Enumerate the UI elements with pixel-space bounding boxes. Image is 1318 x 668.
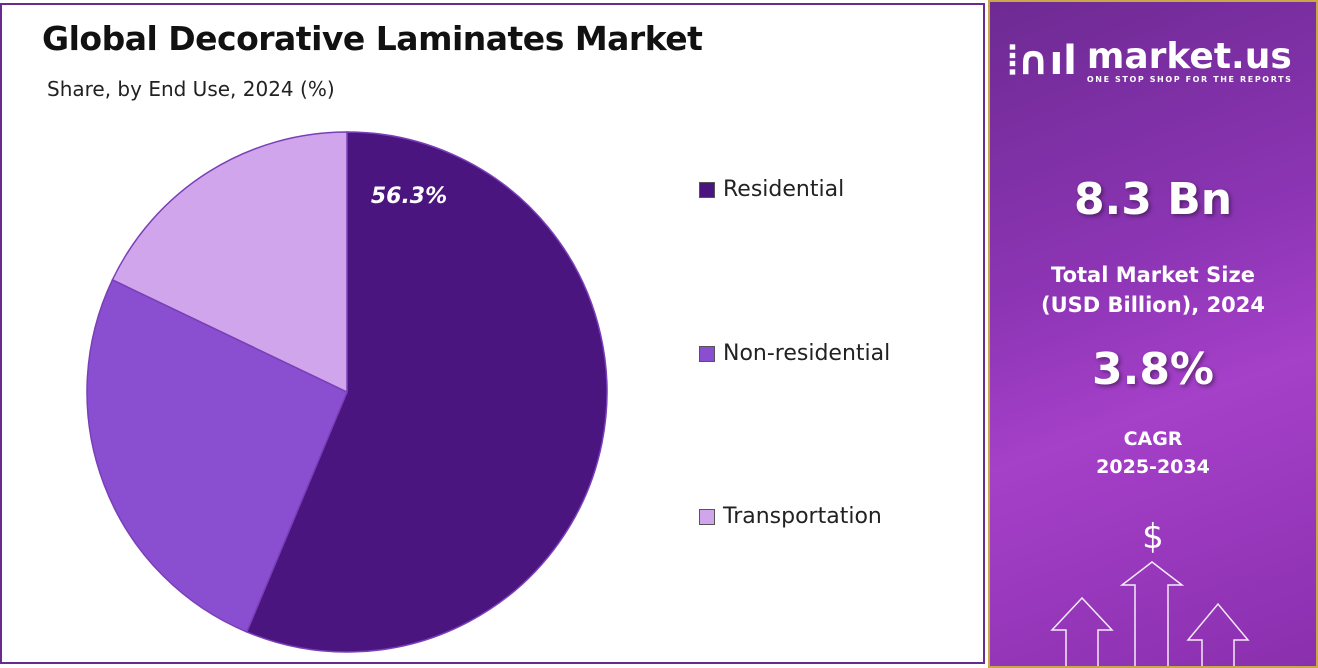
cagr-value: 3.8% [1091,344,1215,395]
legend-label: Transportation [723,504,882,529]
legend-swatch [699,345,715,362]
pie-slice-transportation [111,131,348,394]
pie-slice-residential [245,131,608,653]
legend-item-non-residential: Non-residential [699,341,890,366]
legend-swatch [699,181,715,198]
chart-title: Global Decorative Laminates Market [42,19,703,58]
dollar-icon: $ [1142,517,1164,557]
summary-panel: ⦙∩ıl market.us ONE STOP SHOP FOR THE REP… [988,0,1318,668]
cagr-label-2: 2025-2034 [1096,456,1210,478]
legend-label: Non-residential [723,341,891,366]
market-size-value: 8.3 Bn [1073,174,1233,225]
cagr-label-1: CAGR [1123,428,1183,450]
pie-chart: 56.3% [86,131,608,653]
logo-icon: ⦙∩ıl [1008,38,1077,84]
legend-swatch [699,508,715,525]
legend-item-transportation: Transportation [699,504,882,529]
brand-name: market.us [1086,35,1292,77]
legend-label: Residential [723,177,845,202]
legend-item-residential: Residential [699,177,844,202]
chart-subtitle: Share, by End Use, 2024 (%) [47,77,335,101]
pie-slice-non-residential [86,278,348,633]
chart-area: Global Decorative Laminates Market Share… [0,3,985,664]
growth-arrows-icon [1050,561,1250,666]
brand-tagline: ONE STOP SHOP FOR THE REPORTS [1086,74,1293,84]
market-size-label-1: Total Market Size [1051,263,1255,287]
market-size-label-2: (USD Billion), 2024 [1040,293,1266,317]
data-label-residential: 56.3% [371,184,447,209]
market-us-logo: ⦙∩ıl market.us ONE STOP SHOP FOR THE REP… [1008,38,1293,84]
